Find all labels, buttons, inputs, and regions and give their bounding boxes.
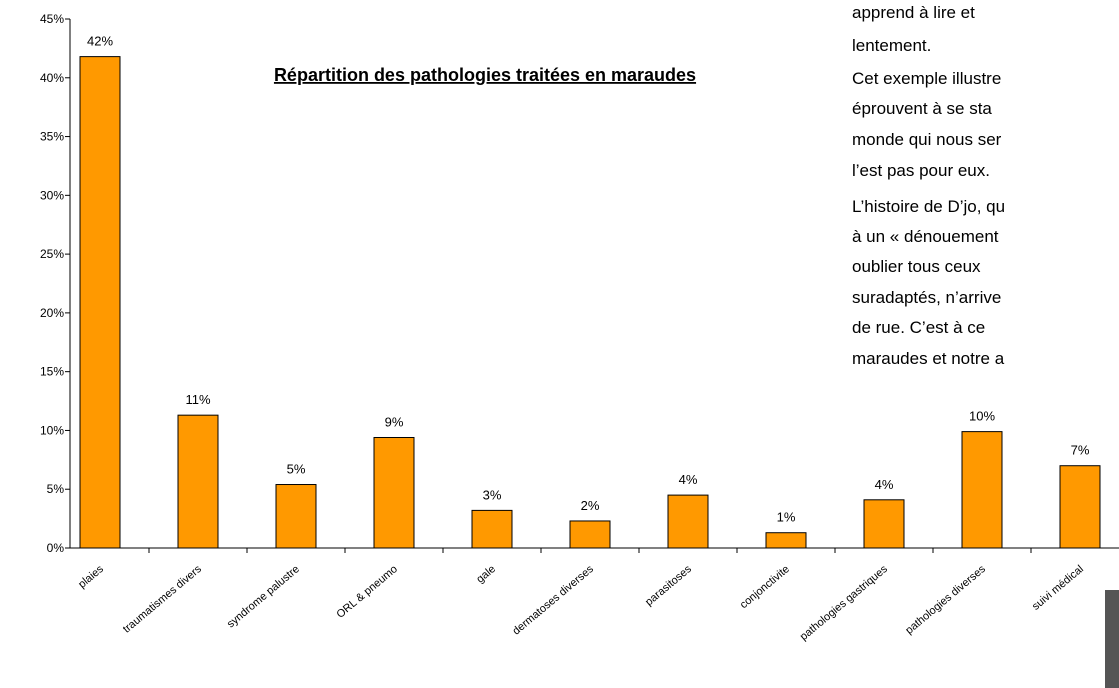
x-tick-label: gale — [474, 563, 498, 586]
x-tick-label: suivi médical — [1030, 563, 1086, 613]
y-tick-label: 25% — [40, 247, 64, 261]
y-tick-label: 15% — [40, 365, 64, 379]
value-label: 10% — [969, 409, 995, 424]
y-tick-label: 35% — [40, 130, 64, 144]
bar — [472, 510, 512, 548]
side-text-line: l’est pas pour eux. — [852, 161, 990, 180]
bar — [374, 437, 414, 548]
bar — [178, 415, 218, 548]
value-label: 11% — [185, 392, 210, 407]
side-text-line: Cet exemple illustre — [852, 69, 1001, 88]
y-tick-label: 40% — [40, 71, 64, 85]
x-tick-label: traumatismes divers — [121, 563, 204, 636]
side-text-line: de rue. C’est à ce — [852, 318, 985, 337]
x-tick-label: parasitoses — [643, 563, 694, 609]
x-tick-label: dermatoses diverses — [510, 563, 596, 638]
bar — [864, 500, 904, 548]
x-tick-label: pathologies diverses — [903, 563, 988, 637]
x-tick-label: syndrome palustre — [225, 563, 302, 630]
side-text-line: suradaptés, n’arrive — [852, 288, 1001, 307]
chart: Répartition des pathologies traitées en … — [0, 0, 1119, 688]
page: {"chart_data": {"type": "bar", "title": … — [0, 0, 1119, 688]
y-tick-label: 45% — [40, 12, 64, 26]
y-tick-label: 5% — [47, 482, 65, 496]
side-text-line: apprend à lire et — [852, 3, 975, 22]
side-text-line: maraudes et notre a — [852, 349, 1005, 368]
y-tick-label: 20% — [40, 306, 64, 320]
y-tick-label: 30% — [40, 188, 64, 202]
y-tick-label: 10% — [40, 423, 64, 437]
side-text-line: à un « dénouement — [852, 227, 999, 246]
chart-title: Répartition des pathologies traitées en … — [274, 65, 696, 85]
side-text-line: éprouvent à se sta — [852, 99, 992, 118]
x-tick-label: ORL & pneumo — [334, 563, 399, 621]
side-text-line: oublier tous ceux — [852, 257, 981, 276]
value-label: 42% — [87, 34, 113, 49]
side-text-line: monde qui nous ser — [852, 130, 1002, 149]
bar — [1060, 466, 1100, 548]
x-tick-label: pathologies gastriques — [798, 563, 890, 643]
bar — [80, 57, 120, 548]
value-label: 4% — [679, 472, 698, 487]
value-label: 7% — [1071, 443, 1090, 458]
value-label: 9% — [385, 414, 404, 429]
x-tick-label: plaies — [76, 563, 106, 591]
photo-fragment — [1105, 590, 1119, 688]
value-label: 1% — [777, 510, 796, 525]
bar — [668, 495, 708, 548]
bar — [766, 533, 806, 548]
value-label: 3% — [483, 487, 502, 502]
y-tick-label: 0% — [47, 541, 65, 555]
bar — [962, 432, 1002, 548]
value-label: 2% — [581, 498, 600, 513]
bar — [570, 521, 610, 548]
side-text-line: lentement. — [852, 36, 931, 55]
value-label: 4% — [875, 477, 894, 492]
bar — [276, 485, 316, 548]
value-label: 5% — [287, 462, 306, 477]
side-text-line: L’histoire de D’jo, qu — [852, 197, 1005, 216]
x-tick-label: conjonctivite — [738, 563, 792, 611]
